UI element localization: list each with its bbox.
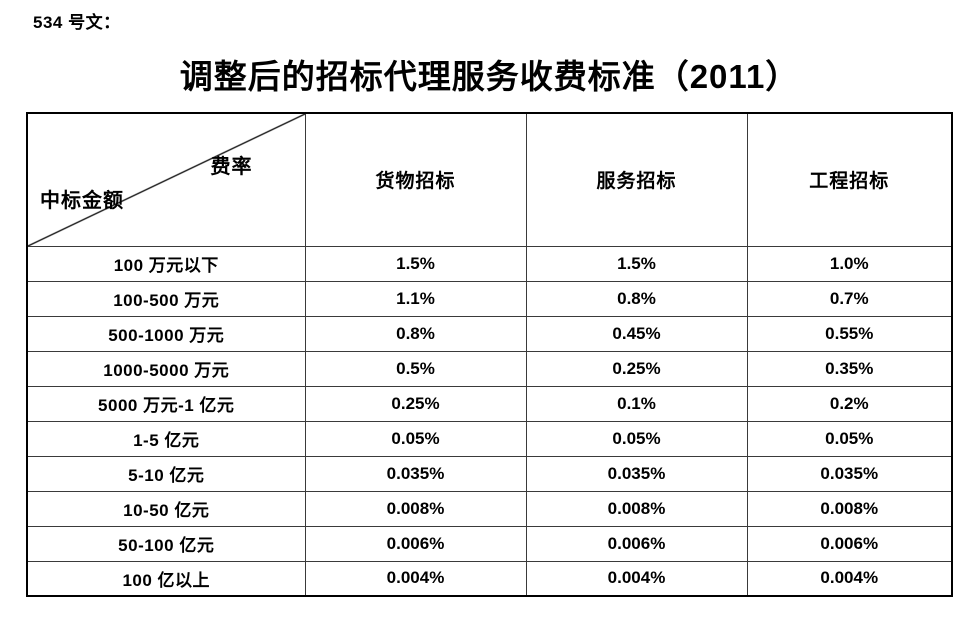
rate-cell: 1.5% <box>304 245 527 282</box>
amount-cell: 500-1000 万元 <box>26 315 306 352</box>
rate-cell: 0.05% <box>746 420 953 457</box>
rate-cell: 0.8% <box>304 315 527 352</box>
table-row: 50-100 亿元 0.006% 0.006% 0.006% <box>26 525 953 562</box>
rate-cell: 0.035% <box>746 455 953 492</box>
amount-cell: 100 亿以上 <box>26 560 306 597</box>
rate-cell: 0.45% <box>525 315 748 352</box>
rate-cell: 0.004% <box>525 560 748 597</box>
corner-label-amount: 中标金额 <box>40 189 124 212</box>
corner-header-cell: 费率 中标金额 <box>26 112 306 247</box>
doc-number-label: 534 号文： <box>33 13 121 32</box>
rate-cell: 0.004% <box>746 560 953 597</box>
table-row: 10-50 亿元 0.008% 0.008% 0.008% <box>26 490 953 527</box>
rate-cell: 0.35% <box>746 350 953 387</box>
amount-cell: 50-100 亿元 <box>26 525 306 562</box>
table-row: 5-10 亿元 0.035% 0.035% 0.035% <box>26 455 953 492</box>
rate-cell: 0.004% <box>304 560 527 597</box>
amount-cell: 100-500 万元 <box>26 280 306 317</box>
rate-cell: 1.1% <box>304 280 527 317</box>
table-row: 5000 万元-1 亿元 0.25% 0.1% 0.2% <box>26 385 953 422</box>
table-header-row: 费率 中标金额 货物招标 服务招标 工程招标 <box>26 112 953 247</box>
table-row: 1-5 亿元 0.05% 0.05% 0.05% <box>26 420 953 457</box>
rate-cell: 0.5% <box>304 350 527 387</box>
rate-cell: 1.0% <box>746 245 953 282</box>
column-header-services: 服务招标 <box>525 112 748 247</box>
rate-cell: 0.035% <box>525 455 748 492</box>
table-body: 100 万元以下 1.5% 1.5% 1.0% 100-500 万元 1.1% 0.8% 0.… <box>26 245 953 597</box>
amount-cell: 10-50 亿元 <box>26 490 306 527</box>
rate-cell: 0.25% <box>304 385 527 422</box>
table-row: 1000-5000 万元 0.5% 0.25% 0.35% <box>26 350 953 387</box>
rate-cell: 0.8% <box>525 280 748 317</box>
amount-cell: 1000-5000 万元 <box>26 350 306 387</box>
amount-cell: 100 万元以下 <box>26 245 306 282</box>
amount-cell: 5-10 亿元 <box>26 455 306 492</box>
rate-cell: 0.1% <box>525 385 748 422</box>
rate-cell: 0.008% <box>525 490 748 527</box>
rate-cell: 0.25% <box>525 350 748 387</box>
rate-cell: 0.006% <box>525 525 748 562</box>
rate-cell: 0.006% <box>304 525 527 562</box>
rate-cell: 0.55% <box>746 315 953 352</box>
column-header-engineering: 工程招标 <box>746 112 953 247</box>
table-row: 100-500 万元 1.1% 0.8% 0.7% <box>26 280 953 317</box>
fee-rate-table: 费率 中标金额 货物招标 服务招标 工程招标 100 万元以下 1.5% 1.5% 1… <box>26 112 953 597</box>
amount-cell: 1-5 亿元 <box>26 420 306 457</box>
rate-cell: 0.2% <box>746 385 953 422</box>
table-row: 100 万元以下 1.5% 1.5% 1.0% <box>26 245 953 282</box>
rate-cell: 0.035% <box>304 455 527 492</box>
table-row: 100 亿以上 0.004% 0.004% 0.004% <box>26 560 953 597</box>
rate-cell: 1.5% <box>525 245 748 282</box>
rate-cell: 0.05% <box>304 420 527 457</box>
amount-cell: 5000 万元-1 亿元 <box>26 385 306 422</box>
rate-cell: 0.006% <box>746 525 953 562</box>
rate-cell: 0.008% <box>304 490 527 527</box>
corner-label-rate: 费率 <box>210 156 253 178</box>
rate-cell: 0.7% <box>746 280 953 317</box>
rate-cell: 0.008% <box>746 490 953 527</box>
page-title: 调整后的招标代理服务收费标准（2011） <box>179 58 800 95</box>
column-header-goods: 货物招标 <box>304 112 527 247</box>
rate-cell: 0.05% <box>525 420 748 457</box>
table-row: 500-1000 万元 0.8% 0.45% 0.55% <box>26 315 953 352</box>
